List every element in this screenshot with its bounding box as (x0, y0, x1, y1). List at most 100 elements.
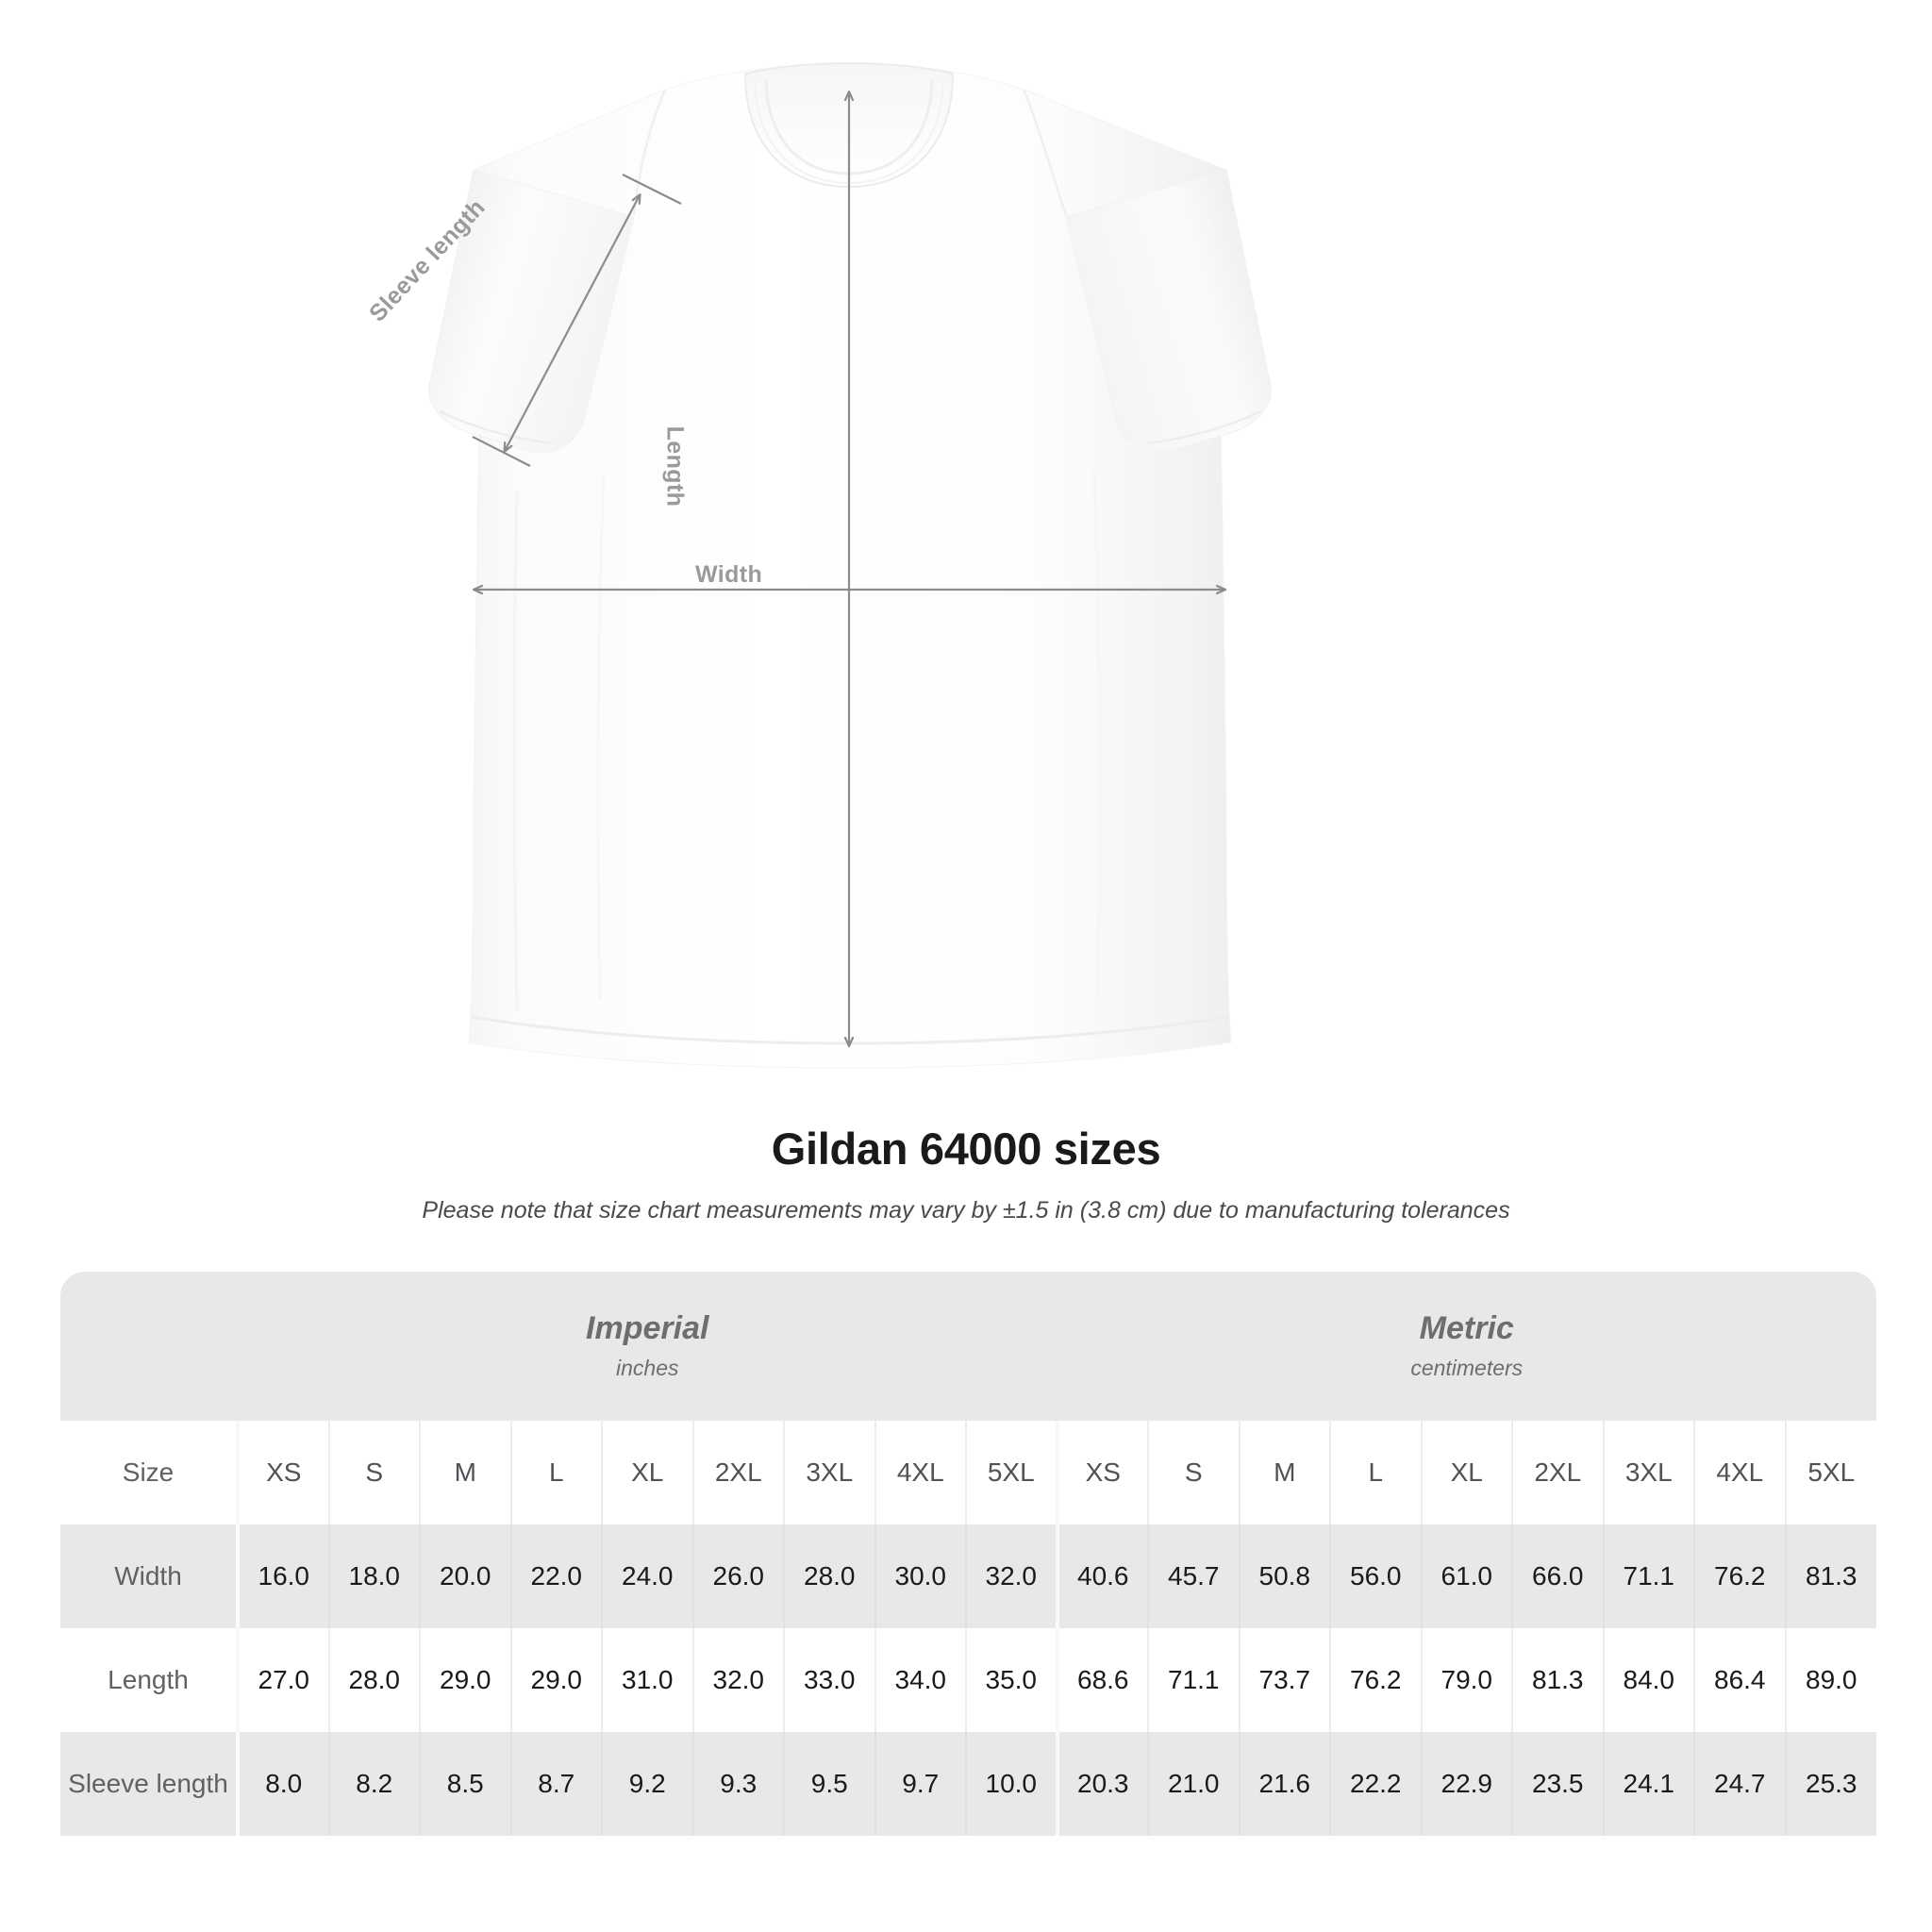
tolerance-note: Please note that size chart measurements… (422, 1197, 1510, 1224)
cell-length-metric-m: 73.7 (1238, 1628, 1330, 1732)
cell-length-metric-3xl: 84.0 (1602, 1628, 1694, 1732)
cell-width-imperial-xs: 16.0 (236, 1524, 329, 1628)
size-header-metric-l: L (1329, 1421, 1422, 1524)
size-header-metric-xs: XS (1055, 1421, 1148, 1524)
cell-length-imperial-5xl: 35.0 (965, 1628, 1058, 1732)
cell-sleeve-metric-5xl: 25.3 (1784, 1732, 1876, 1836)
group-metric-name: Metric (1419, 1309, 1514, 1346)
cell-length-imperial-2xl: 32.0 (691, 1628, 784, 1732)
cell-width-metric-s: 45.7 (1147, 1524, 1240, 1628)
table-row: Sleeve length 8.0 8.2 8.5 8.7 9.2 9.3 9.… (60, 1732, 1876, 1836)
cell-width-imperial-5xl: 32.0 (965, 1524, 1058, 1628)
size-header-imperial-s: S (327, 1421, 420, 1524)
size-header-imperial-xl: XL (601, 1421, 693, 1524)
cell-width-imperial-3xl: 28.0 (783, 1524, 875, 1628)
cell-sleeve-imperial-xl: 9.2 (601, 1732, 693, 1836)
cell-width-imperial-s: 18.0 (327, 1524, 420, 1628)
cell-length-imperial-4xl: 34.0 (874, 1628, 966, 1732)
cell-length-metric-xs: 68.6 (1055, 1628, 1148, 1732)
table-row: Width 16.0 18.0 20.0 22.0 24.0 26.0 28.0… (60, 1524, 1876, 1628)
cell-sleeve-imperial-xs: 8.0 (236, 1732, 329, 1836)
size-header-imperial-xs: XS (236, 1421, 329, 1524)
group-imperial-name: Imperial (586, 1309, 709, 1346)
cell-length-metric-2xl: 81.3 (1511, 1628, 1604, 1732)
size-header-metric-m: M (1238, 1421, 1330, 1524)
cell-width-metric-l: 56.0 (1329, 1524, 1422, 1628)
group-imperial-unit: inches (616, 1356, 679, 1381)
size-header-imperial-m: M (419, 1421, 511, 1524)
size-header-metric-2xl: 2XL (1511, 1421, 1604, 1524)
group-spacer-cell (60, 1272, 238, 1421)
table-row: Length 27.0 28.0 29.0 29.0 31.0 32.0 33.… (60, 1628, 1876, 1732)
cell-sleeve-metric-l: 22.2 (1329, 1732, 1422, 1836)
cell-length-metric-4xl: 86.4 (1693, 1628, 1786, 1732)
size-header-imperial-2xl: 2XL (691, 1421, 784, 1524)
size-header-metric-xl: XL (1420, 1421, 1512, 1524)
row-label-sleeve-length: Sleeve length (60, 1732, 238, 1836)
cell-sleeve-imperial-l: 8.7 (509, 1732, 602, 1836)
cell-sleeve-imperial-3xl: 9.5 (783, 1732, 875, 1836)
group-imperial: Imperial inches (238, 1272, 1058, 1421)
cell-length-imperial-xs: 27.0 (236, 1628, 329, 1732)
size-header-row: Size XS S M L XL 2XL 3XL 4XL 5XL XS S M … (60, 1421, 1876, 1524)
tshirt-diagram: Sleeve length Length Width (364, 61, 1272, 1069)
size-header-metric-3xl: 3XL (1602, 1421, 1694, 1524)
heading-block: Gildan 64000 sizes Please note that size… (0, 1123, 1932, 1224)
cell-width-metric-2xl: 66.0 (1511, 1524, 1604, 1628)
cell-sleeve-metric-xl: 22.9 (1420, 1732, 1512, 1836)
cell-sleeve-metric-m: 21.6 (1238, 1732, 1330, 1836)
cell-sleeve-imperial-2xl: 9.3 (691, 1732, 784, 1836)
size-table-container: Imperial inches Metric centimeters Size … (60, 1272, 1876, 1836)
cell-sleeve-metric-3xl: 24.1 (1602, 1732, 1694, 1836)
tshirt-illustration (428, 61, 1272, 1069)
cell-width-metric-xl: 61.0 (1420, 1524, 1512, 1628)
cell-length-metric-s: 71.1 (1147, 1628, 1240, 1732)
cell-sleeve-imperial-4xl: 9.7 (874, 1732, 966, 1836)
cell-length-imperial-m: 29.0 (419, 1628, 511, 1732)
table-group-header: Imperial inches Metric centimeters (60, 1272, 1876, 1421)
cell-width-metric-5xl: 81.3 (1784, 1524, 1876, 1628)
table-body: Size XS S M L XL 2XL 3XL 4XL 5XL XS S M … (60, 1421, 1876, 1836)
cell-length-imperial-xl: 31.0 (601, 1628, 693, 1732)
row-label-width: Width (60, 1524, 238, 1628)
cell-width-imperial-xl: 24.0 (601, 1524, 693, 1628)
size-header-imperial-3xl: 3XL (783, 1421, 875, 1524)
cell-width-imperial-l: 22.0 (509, 1524, 602, 1628)
size-header-imperial-4xl: 4XL (874, 1421, 966, 1524)
cell-sleeve-metric-xs: 20.3 (1055, 1732, 1148, 1836)
cell-width-imperial-2xl: 26.0 (691, 1524, 784, 1628)
cell-sleeve-metric-4xl: 24.7 (1693, 1732, 1786, 1836)
cell-length-metric-xl: 79.0 (1420, 1628, 1512, 1732)
cell-length-metric-5xl: 89.0 (1784, 1628, 1876, 1732)
cell-width-metric-m: 50.8 (1238, 1524, 1330, 1628)
cell-sleeve-imperial-5xl: 10.0 (965, 1732, 1058, 1836)
cell-width-imperial-m: 20.0 (419, 1524, 511, 1628)
sleeve-dimension-arrow (472, 174, 682, 467)
size-header-imperial-5xl: 5XL (965, 1421, 1058, 1524)
group-metric-unit: centimeters (1410, 1356, 1524, 1381)
cell-length-imperial-3xl: 33.0 (783, 1628, 875, 1732)
size-header-imperial-l: L (509, 1421, 602, 1524)
size-header-metric-5xl: 5XL (1784, 1421, 1876, 1524)
cell-width-metric-4xl: 76.2 (1693, 1524, 1786, 1628)
cell-width-metric-3xl: 71.1 (1602, 1524, 1694, 1628)
cell-length-metric-l: 76.2 (1329, 1628, 1422, 1732)
row-label-length: Length (60, 1628, 238, 1732)
group-metric: Metric centimeters (1057, 1272, 1876, 1421)
cell-width-metric-xs: 40.6 (1055, 1524, 1148, 1628)
width-label: Width (695, 561, 763, 588)
cell-sleeve-metric-s: 21.0 (1147, 1732, 1240, 1836)
unit-group-row: Imperial inches Metric centimeters (60, 1272, 1876, 1421)
row-label-size: Size (60, 1421, 238, 1524)
size-header-metric-4xl: 4XL (1693, 1421, 1786, 1524)
size-header-metric-s: S (1147, 1421, 1240, 1524)
length-label: Length (661, 425, 689, 508)
cell-sleeve-metric-2xl: 23.5 (1511, 1732, 1604, 1836)
page-title: Gildan 64000 sizes (771, 1124, 1161, 1174)
cell-sleeve-imperial-s: 8.2 (327, 1732, 420, 1836)
cell-length-imperial-s: 28.0 (327, 1628, 420, 1732)
cell-width-imperial-4xl: 30.0 (874, 1524, 966, 1628)
cell-sleeve-imperial-m: 8.5 (419, 1732, 511, 1836)
cell-length-imperial-l: 29.0 (509, 1628, 602, 1732)
